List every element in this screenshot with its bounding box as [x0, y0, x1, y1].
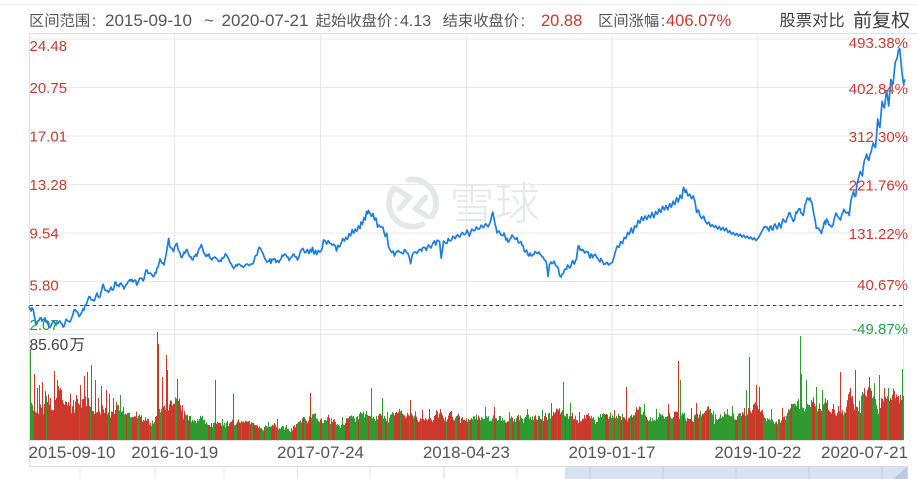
svg-text::: :: [521, 13, 525, 30]
svg-text:9.54: 9.54: [30, 225, 59, 242]
svg-text:2019-10-22: 2019-10-22: [714, 443, 801, 462]
svg-text:2017-07-24: 2017-07-24: [277, 443, 364, 462]
svg-text:13.28: 13.28: [30, 177, 68, 194]
svg-text:20.75: 20.75: [30, 80, 68, 97]
svg-text:2016-10-19: 2016-10-19: [131, 443, 218, 462]
svg-text:2020-07-21: 2020-07-21: [222, 11, 309, 30]
svg-text:85.60: 85.60: [30, 337, 69, 354]
svg-text:40.67%: 40.67%: [857, 277, 908, 294]
svg-text:2015-09-10: 2015-09-10: [29, 443, 116, 462]
svg-text:2018-04-23: 2018-04-23: [423, 443, 510, 462]
svg-text::: :: [661, 13, 665, 30]
svg-text:20.88: 20.88: [541, 12, 582, 30]
svg-text:312.30%: 312.30%: [849, 129, 908, 146]
svg-text:17.01: 17.01: [30, 128, 68, 145]
svg-text:2.07: 2.07: [30, 317, 59, 334]
svg-text:24.48: 24.48: [30, 38, 68, 55]
svg-text:-49.87%: -49.87%: [852, 321, 908, 338]
svg-text::: :: [92, 13, 96, 30]
svg-text:4.13: 4.13: [400, 13, 431, 30]
svg-text:131.22%: 131.22%: [849, 226, 908, 243]
svg-text:406.07%: 406.07%: [666, 12, 731, 30]
svg-text:2015-09-10: 2015-09-10: [105, 11, 192, 30]
svg-text:5.80: 5.80: [30, 277, 59, 294]
svg-text:221.76%: 221.76%: [849, 177, 908, 194]
svg-text:402.84%: 402.84%: [849, 81, 908, 98]
svg-text:493.38%: 493.38%: [849, 35, 908, 52]
svg-text:~: ~: [204, 11, 214, 30]
svg-text:2020-07-21: 2020-07-21: [821, 443, 908, 462]
svg-text::: :: [394, 13, 398, 30]
svg-text:2019-01-17: 2019-01-17: [569, 443, 656, 462]
